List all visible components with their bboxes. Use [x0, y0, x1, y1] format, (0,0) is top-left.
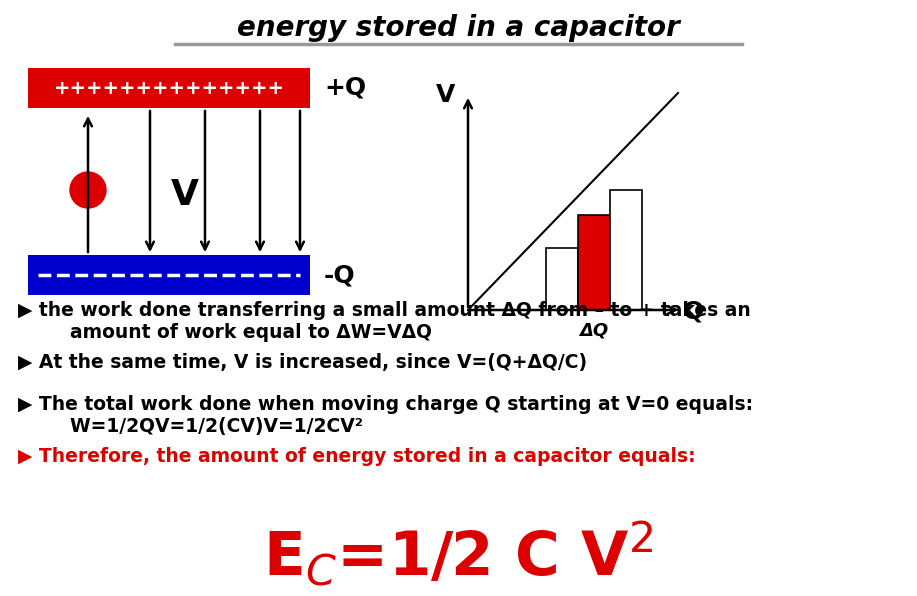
Text: E$_C$=1/2 C V$^2$: E$_C$=1/2 C V$^2$: [263, 520, 654, 588]
Text: V: V: [171, 178, 199, 212]
Text: ΔQ: ΔQ: [580, 321, 609, 339]
Text: +Q: +Q: [324, 76, 366, 100]
Bar: [28, 68, 310, 108]
Text: amount of work equal to ΔW=VΔQ: amount of work equal to ΔW=VΔQ: [18, 323, 432, 342]
Text: W=1/2QV=1/2(CV)V=1/2CV²: W=1/2QV=1/2(CV)V=1/2CV²: [18, 417, 363, 436]
Text: ▶ At the same time, V is increased, since V=(Q+ΔQ/C): ▶ At the same time, V is increased, sinc…: [18, 353, 587, 372]
Text: V: V: [436, 83, 456, 107]
Text: Q: Q: [682, 300, 703, 324]
Text: ▶ Therefore, the amount of energy stored in a capacitor equals:: ▶ Therefore, the amount of energy stored…: [18, 447, 696, 466]
Bar: [578, 215, 610, 310]
Bar: [546, 248, 578, 310]
Bar: [28, 255, 310, 295]
Circle shape: [70, 172, 106, 208]
Text: ++++++++++++++: ++++++++++++++: [53, 79, 284, 98]
Text: ▶ The total work done when moving charge Q starting at V=0 equals:: ▶ The total work done when moving charge…: [18, 395, 753, 414]
Text: -Q: -Q: [324, 263, 356, 287]
Text: ▶ the work done transferring a small amount ΔQ from – to + takes an: ▶ the work done transferring a small amo…: [18, 301, 751, 320]
Bar: [610, 190, 642, 310]
Text: energy stored in a capacitor: energy stored in a capacitor: [238, 14, 679, 42]
